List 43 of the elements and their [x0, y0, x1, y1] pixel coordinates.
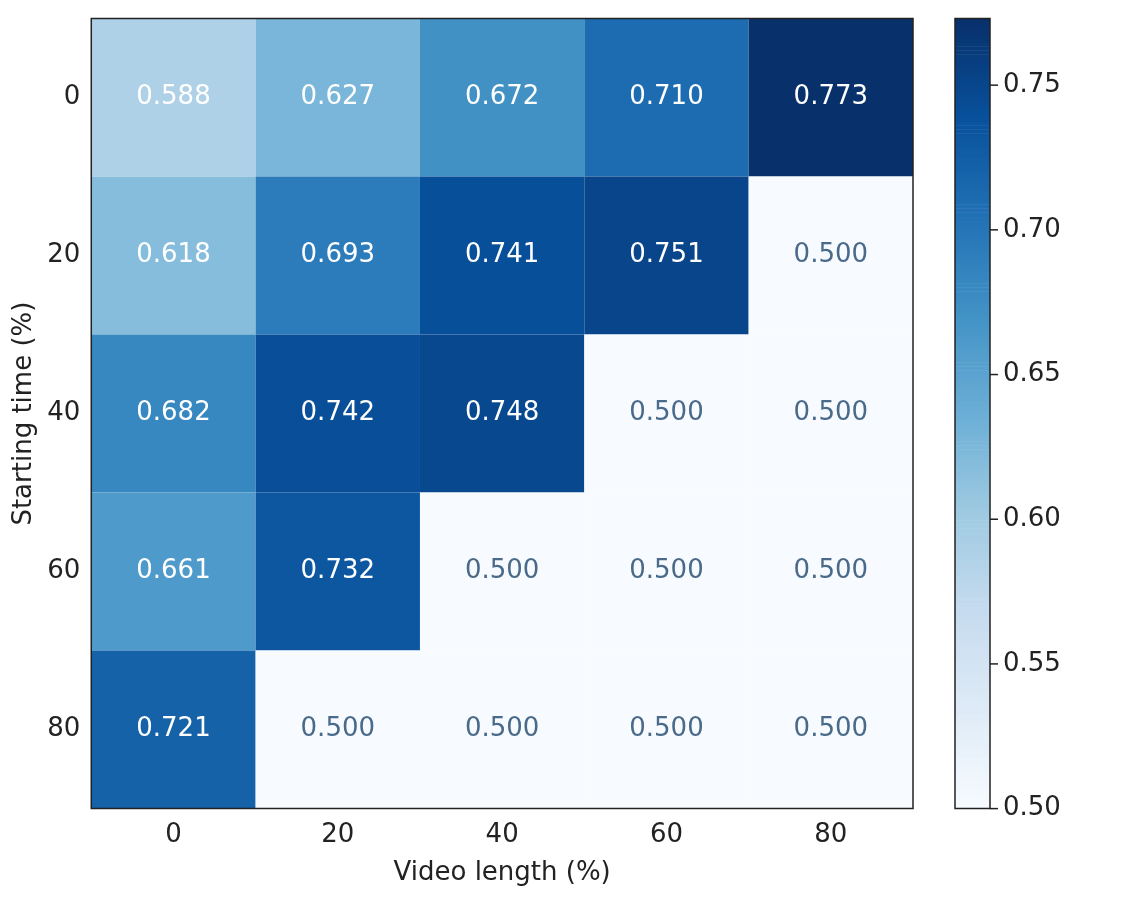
- x-axis-title: Video length (%): [393, 856, 611, 887]
- color-bar-label: 0.55: [1003, 646, 1061, 677]
- x-tick-label: 0: [165, 817, 182, 848]
- data-label: 0.500: [793, 396, 869, 427]
- color-bar-label: 0.70: [1003, 212, 1061, 243]
- data-label: 0.751: [629, 238, 704, 269]
- x-tick-label: 60: [649, 817, 684, 848]
- color-bar-label: 0.65: [1003, 357, 1061, 388]
- color-bar-label: 0.60: [1003, 501, 1061, 532]
- data-label: 0.693: [300, 238, 376, 269]
- data-label: 0.500: [793, 712, 869, 743]
- y-tick-label: 80: [47, 712, 81, 743]
- data-label: 0.773: [793, 80, 869, 111]
- y-tick-label: 60: [47, 554, 81, 585]
- data-label: 0.710: [629, 80, 704, 111]
- x-tick-label: 40: [485, 817, 519, 848]
- y-tick-label: 20: [47, 238, 81, 269]
- color-bar-label: 0.50: [1003, 791, 1061, 822]
- data-label: 0.588: [136, 80, 211, 111]
- x-tick-label: 80: [814, 817, 848, 848]
- data-label: 0.742: [300, 396, 376, 427]
- data-label: 0.500: [793, 238, 869, 269]
- data-label: 0.500: [464, 712, 540, 743]
- data-label: 0.618: [136, 238, 211, 269]
- data-label: 0.672: [464, 80, 540, 111]
- data-label: 0.661: [136, 554, 211, 585]
- data-label: 0.500: [793, 554, 869, 585]
- data-label: 0.627: [300, 80, 376, 111]
- data-label: 0.500: [464, 554, 540, 585]
- y-tick-label: 0: [63, 80, 81, 111]
- data-label: 0.682: [136, 396, 211, 427]
- x-tick-label: 20: [321, 817, 355, 848]
- data-label: 0.748: [464, 396, 540, 427]
- data-label: 0.500: [629, 396, 704, 427]
- y-axis-title: Starting time (%): [7, 301, 38, 526]
- data-label: 0.500: [629, 712, 704, 743]
- data-label: 0.500: [629, 554, 704, 585]
- y-tick-label: 40: [47, 396, 81, 427]
- data-label: 0.741: [464, 238, 540, 269]
- data-label: 0.721: [136, 712, 211, 743]
- data-label: 0.732: [300, 554, 376, 585]
- color-bar-label: 0.75: [1003, 67, 1061, 98]
- data-label: 0.500: [300, 712, 376, 743]
